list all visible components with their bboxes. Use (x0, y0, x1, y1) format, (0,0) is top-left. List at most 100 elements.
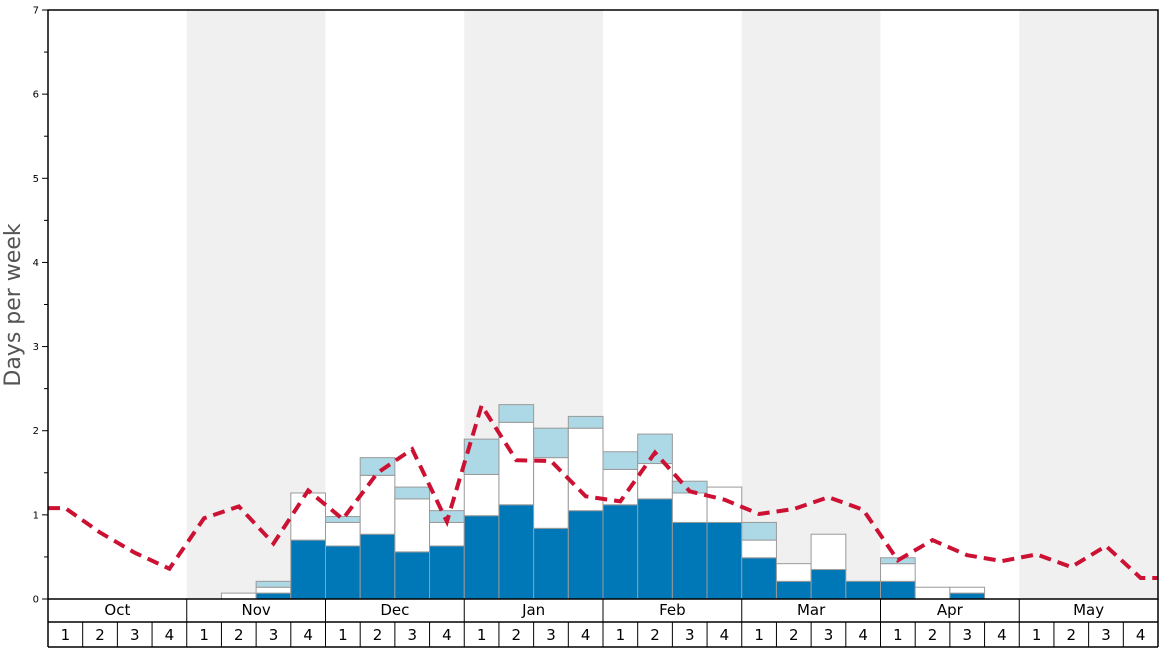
bar-series3-col15 (533, 427, 569, 459)
y-tick-label-4: 4 (33, 258, 39, 269)
bar-series1-col19 (671, 521, 708, 600)
bar-series3-col9 (325, 516, 361, 523)
bar-series2-col15 (533, 457, 569, 529)
y-tick-label-1: 1 (33, 510, 39, 521)
week-label-mar-4: 4 (858, 626, 868, 644)
week-label-feb-1: 1 (616, 626, 626, 644)
bar-series1-col22 (775, 580, 812, 600)
y-tick-label-2: 2 (33, 426, 39, 437)
y-axis-label: Days per week (1, 223, 26, 386)
week-label-nov-2: 2 (234, 626, 244, 644)
bar-series1-col9 (325, 545, 361, 600)
week-label-nov-1: 1 (199, 626, 209, 644)
week-label-jan-3: 3 (546, 626, 556, 644)
bar-series1-col27 (949, 592, 986, 600)
bar-series3-col17 (602, 451, 639, 470)
bar-series1-col11 (394, 551, 431, 600)
month-label-jan: Jan (521, 601, 545, 619)
week-label-oct-1: 1 (61, 626, 71, 644)
bar-series1-col8 (290, 539, 326, 600)
axis-layer: 0 1 2 3 4 5 6 7 Oct 1 2 3 4 Nov 1 2 3 4 Dec 1 2 3 4 Jan 1 2 3 4 Feb 1… (33, 6, 1159, 648)
week-label-feb-3: 3 (685, 626, 695, 644)
week-label-may-3: 3 (1101, 626, 1111, 644)
bar-series1-col13 (463, 515, 500, 600)
bar-series1-col12 (429, 545, 465, 600)
month-shade-mar (741, 10, 881, 599)
line-layer (48, 400, 1158, 580)
week-label-apr-1: 1 (893, 626, 903, 644)
bar-series2-col14 (498, 421, 535, 506)
week-label-oct-2: 2 (95, 626, 105, 644)
week-label-nov-4: 4 (303, 626, 313, 644)
y-tick-label-3: 3 (33, 342, 39, 353)
week-label-may-4: 4 (1136, 626, 1146, 644)
bar-series2-col21 (741, 539, 777, 559)
bar-series1-col21 (741, 557, 777, 600)
bar-series2-col9 (325, 521, 361, 547)
bar-series3-col16 (567, 415, 604, 429)
week-label-dec-4: 4 (442, 626, 452, 644)
y-tick-label-5: 5 (33, 174, 39, 185)
bar-series2-col10 (359, 474, 396, 535)
bar-series1-col16 (567, 510, 604, 600)
bar-series2-col25 (880, 563, 916, 582)
week-label-mar-1: 1 (754, 626, 764, 644)
month-label-mar: Mar (797, 601, 826, 619)
week-label-oct-4: 4 (165, 626, 175, 644)
month-shading-layer (186, 10, 1158, 599)
bar-series1-col18 (637, 498, 673, 600)
bar-series3-col14 (498, 404, 535, 423)
month-label-feb: Feb (659, 601, 686, 619)
bar-series1-col15 (533, 527, 569, 600)
bar-series1-col14 (498, 504, 535, 600)
month-label-dec: Dec (380, 601, 409, 619)
bar-series1-col17 (602, 504, 639, 600)
bar-series3-col7 (255, 580, 292, 588)
week-label-dec-2: 2 (373, 626, 383, 644)
bar-series2-col27 (949, 586, 986, 594)
week-label-mar-3: 3 (824, 626, 834, 644)
week-label-may-2: 2 (1067, 626, 1077, 644)
bar-series1-col23 (810, 569, 847, 600)
bar-series2-col23 (810, 533, 847, 571)
week-label-dec-3: 3 (407, 626, 417, 644)
week-label-may-1: 1 (1032, 626, 1042, 644)
bar-series3-col11 (394, 486, 431, 500)
week-label-mar-2: 2 (789, 626, 799, 644)
bar-series1-col20 (706, 521, 743, 600)
week-label-nov-3: 3 (269, 626, 279, 644)
week-label-apr-4: 4 (997, 626, 1007, 644)
y-tick-label-6: 6 (33, 90, 39, 101)
line-series-average (48, 400, 1158, 580)
bar-series3-col21 (741, 521, 777, 541)
week-label-dec-1: 1 (338, 626, 348, 644)
bar-series2-col7 (255, 586, 292, 594)
week-label-oct-3: 3 (130, 626, 140, 644)
y-tick-label-7: 7 (33, 6, 39, 17)
month-label-may: May (1073, 601, 1104, 619)
month-label-apr: Apr (937, 601, 964, 619)
week-label-apr-2: 2 (928, 626, 938, 644)
month-shade-may (1019, 10, 1158, 599)
bar-series3-col10 (359, 457, 396, 476)
bar-series1-col7 (255, 592, 292, 600)
week-label-jan-2: 2 (512, 626, 522, 644)
month-label-nov: Nov (241, 601, 270, 619)
month-label-oct: Oct (104, 601, 130, 619)
week-label-jan-1: 1 (477, 626, 487, 644)
bar-series2-col11 (394, 498, 431, 553)
week-label-jan-4: 4 (581, 626, 591, 644)
week-label-feb-4: 4 (720, 626, 730, 644)
bar-series1-col24 (845, 580, 881, 600)
bar-series2-col20 (706, 486, 743, 523)
bar-layer (220, 404, 986, 600)
week-label-feb-2: 2 (650, 626, 660, 644)
week-label-apr-3: 3 (962, 626, 972, 644)
bar-series2-col6 (220, 592, 257, 600)
bar-series2-col22 (775, 563, 812, 582)
y-tick-label-0: 0 (33, 595, 39, 606)
bar-series3-col18 (637, 433, 673, 465)
bar-series2-col13 (463, 473, 500, 517)
